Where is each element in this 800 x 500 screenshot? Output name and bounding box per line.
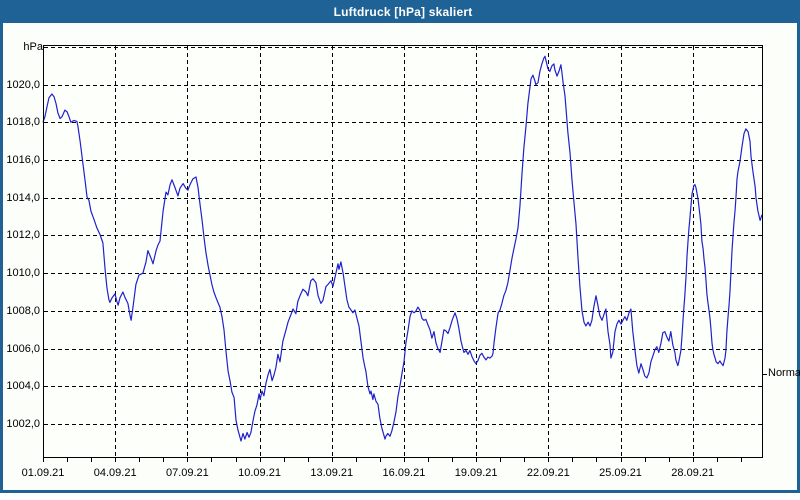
y-tick-label: 1002,0 bbox=[6, 418, 40, 431]
normal-marker-label: Normal bbox=[768, 367, 800, 379]
x-tick-label: 28.09.21 bbox=[671, 467, 715, 479]
y-tick-label: 1012,0 bbox=[6, 229, 40, 242]
x-tick-label: 19.09.21 bbox=[454, 467, 498, 479]
pressure-series-line bbox=[42, 55, 763, 442]
x-tick-label: 13.09.21 bbox=[310, 467, 354, 479]
y-tick-label: 1006,0 bbox=[6, 342, 40, 355]
x-tick-label: 07.09.21 bbox=[165, 467, 209, 479]
y-axis-unit-label: hPa bbox=[23, 41, 43, 53]
y-tick-label: 1016,0 bbox=[6, 154, 40, 167]
y-tick-label: 1010,0 bbox=[6, 267, 40, 280]
x-tick-label: 10.09.21 bbox=[238, 467, 281, 479]
x-tick-label: 16.09.21 bbox=[382, 467, 426, 479]
x-tick-label: 01.09.21 bbox=[21, 467, 65, 479]
y-tick-label: 1004,0 bbox=[6, 380, 40, 393]
x-tick-label: 25.09.21 bbox=[599, 467, 642, 479]
normal-marker-tick bbox=[762, 374, 767, 375]
y-tick-label: 1020,0 bbox=[6, 78, 40, 91]
x-tick-label: 04.09.21 bbox=[93, 467, 137, 479]
window-title: Luftdruck [hPa] skaliert bbox=[333, 4, 473, 19]
pressure-line-chart bbox=[42, 45, 763, 462]
y-tick-label: 1014,0 bbox=[6, 191, 40, 204]
title-bar[interactable]: Luftdruck [hPa] skaliert bbox=[3, 0, 800, 23]
x-tick-label: 22.09.21 bbox=[526, 467, 570, 479]
y-tick-label: 1008,0 bbox=[6, 304, 40, 317]
y-tick-label: 1018,0 bbox=[6, 116, 40, 129]
